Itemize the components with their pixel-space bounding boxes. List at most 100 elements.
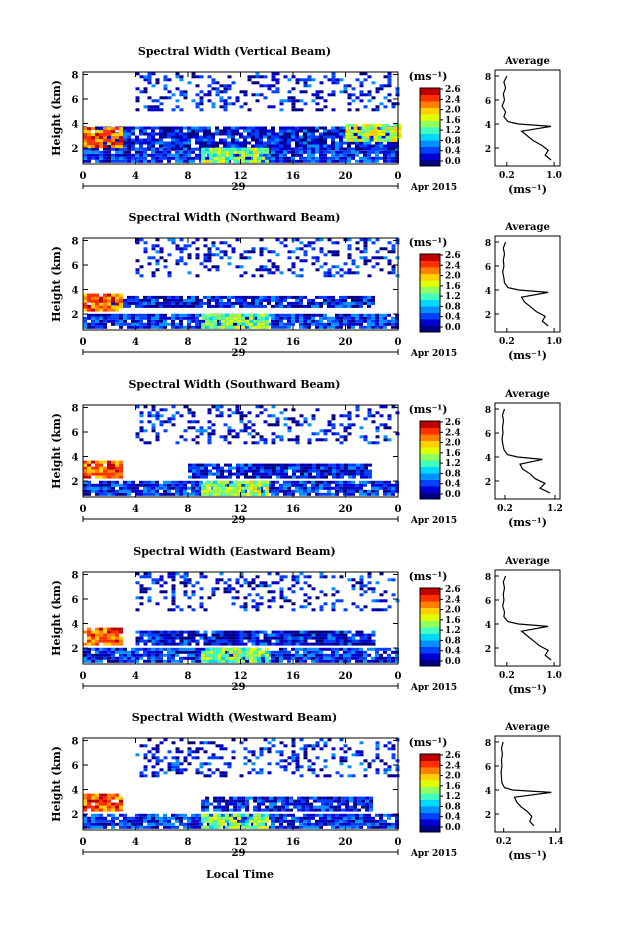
heatmap-cell bbox=[319, 822, 323, 826]
heatmap-cell bbox=[235, 132, 239, 136]
heatmap-cell bbox=[237, 313, 242, 317]
heatmap-cell bbox=[211, 87, 216, 91]
heatmap-cell bbox=[291, 250, 296, 254]
heatmap-cell bbox=[375, 822, 379, 826]
heatmap-cell bbox=[215, 636, 220, 640]
heatmap-cell bbox=[225, 156, 230, 160]
heatmap-cell bbox=[167, 295, 171, 299]
heatmap-cell bbox=[263, 408, 268, 412]
heatmap-cell bbox=[307, 150, 311, 154]
heatmap-cell bbox=[263, 636, 268, 640]
heatmap-cell bbox=[155, 414, 160, 418]
average-line bbox=[502, 241, 549, 327]
heatmap-cell bbox=[244, 469, 248, 473]
heatmap-cell bbox=[331, 653, 335, 657]
heatmap-cell bbox=[111, 159, 115, 163]
heatmap-cell bbox=[103, 472, 107, 476]
heatmap-cell bbox=[263, 159, 267, 163]
heatmap-cell bbox=[95, 659, 99, 663]
heatmap-cell bbox=[265, 480, 270, 484]
heatmap-cell bbox=[139, 301, 143, 305]
heatmap-cell bbox=[171, 608, 176, 612]
heatmap-cell bbox=[127, 298, 131, 302]
heatmap-cell bbox=[351, 602, 356, 606]
heatmap-cell bbox=[363, 259, 368, 263]
heatmap-cell bbox=[151, 426, 156, 430]
heatmap-cell bbox=[99, 483, 103, 487]
heatmap-cell bbox=[383, 150, 387, 154]
heatmap-cell bbox=[167, 816, 171, 820]
heatmap-cell bbox=[316, 475, 320, 479]
heatmap-cell bbox=[199, 304, 203, 308]
heatmap-cell bbox=[260, 469, 264, 473]
heatmap-cell bbox=[91, 636, 95, 640]
heatmap-cell bbox=[139, 411, 144, 415]
heatmap-cell bbox=[259, 274, 264, 278]
heatmap-cell bbox=[167, 147, 171, 151]
heatmap-cell bbox=[295, 480, 299, 484]
heatmap-cell bbox=[383, 819, 387, 823]
heatmap-cell bbox=[347, 256, 352, 260]
heatmap-cell bbox=[275, 656, 279, 660]
heatmap-cell bbox=[319, 605, 324, 609]
heatmap-cell bbox=[99, 656, 103, 660]
heatmap-cell bbox=[135, 72, 140, 76]
heatmap-cell bbox=[87, 630, 91, 634]
heatmap-cell bbox=[155, 99, 160, 103]
heatmap-cell bbox=[263, 129, 267, 133]
heatmap-cell bbox=[139, 147, 143, 151]
heatmap-cell bbox=[308, 469, 312, 473]
heatmap-cell bbox=[283, 322, 287, 326]
heatmap-cell bbox=[91, 139, 95, 143]
heatmap-cell bbox=[292, 475, 296, 479]
heatmap-cell bbox=[111, 153, 115, 157]
heatmap-cell bbox=[187, 639, 192, 643]
heatmap-cell bbox=[291, 813, 295, 817]
x-tick-label: 8 bbox=[185, 171, 192, 182]
heatmap-cell bbox=[123, 316, 127, 320]
heatmap-cell bbox=[379, 647, 383, 651]
heatmap-cell bbox=[383, 438, 388, 442]
heatmap-cell bbox=[367, 141, 371, 145]
heatmap-cell bbox=[163, 295, 167, 299]
heatmap-cell bbox=[291, 489, 295, 493]
heatmap-cell bbox=[323, 325, 327, 329]
heatmap-cell bbox=[187, 313, 191, 317]
heatmap-cell bbox=[319, 825, 323, 829]
heatmap-cell bbox=[163, 96, 168, 100]
x-tick-label: 4 bbox=[132, 671, 139, 682]
heatmap-cell bbox=[179, 256, 184, 260]
heatmap-cell bbox=[251, 429, 256, 433]
heatmap-cell bbox=[279, 138, 283, 142]
heatmap-cell bbox=[391, 244, 396, 248]
heatmap-cell bbox=[377, 135, 382, 139]
heatmap-cell bbox=[91, 145, 95, 149]
heatmap-cell bbox=[352, 472, 356, 476]
heatmap-cell bbox=[99, 650, 103, 654]
heatmap-cell bbox=[257, 150, 262, 154]
heatmap-cell bbox=[259, 405, 264, 409]
heatmap-cell bbox=[381, 132, 386, 136]
heatmap-cell bbox=[179, 126, 183, 130]
heatmap-cell bbox=[363, 159, 367, 163]
heatmap-cell bbox=[199, 489, 203, 493]
heatmap-cell bbox=[331, 253, 336, 257]
heatmap-cell bbox=[361, 132, 366, 136]
heatmap-cell bbox=[159, 247, 164, 251]
heatmap-cell bbox=[111, 299, 115, 303]
heatmap-cell bbox=[292, 466, 296, 470]
heatmap-cell bbox=[255, 639, 260, 643]
heatmap-cell bbox=[151, 244, 156, 248]
heatmap-cell bbox=[228, 463, 232, 467]
heatmap-cell bbox=[143, 132, 147, 136]
heatmap-cell bbox=[139, 153, 143, 157]
heatmap-cell bbox=[143, 572, 148, 576]
heatmap-cell bbox=[351, 322, 355, 326]
y-tick-label: 8 bbox=[72, 236, 79, 247]
heatmap-cell bbox=[151, 630, 156, 634]
heatmap-cell bbox=[315, 822, 319, 826]
heatmap-cell bbox=[179, 75, 184, 79]
heatmap-cell bbox=[255, 144, 259, 148]
heatmap-cell bbox=[391, 102, 396, 106]
heatmap-cell bbox=[367, 238, 372, 242]
